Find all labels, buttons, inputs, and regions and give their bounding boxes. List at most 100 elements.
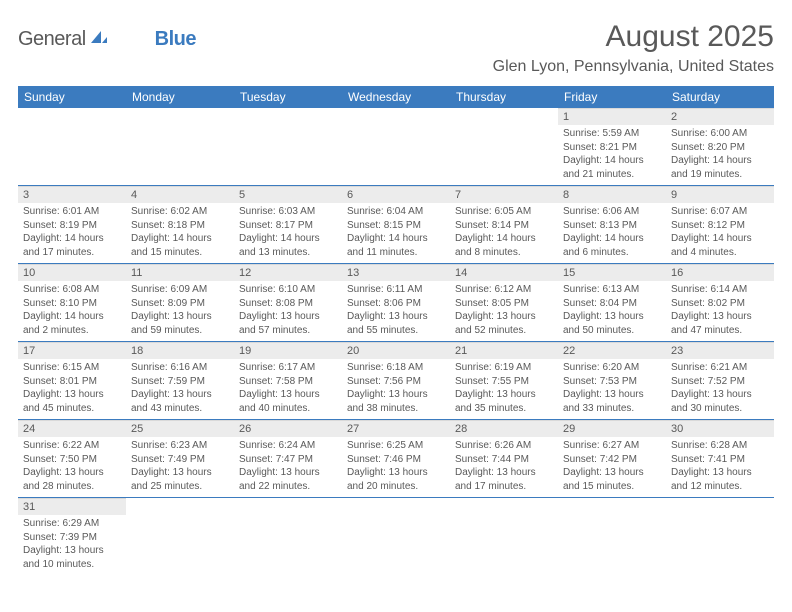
day-info: Sunrise: 6:25 AMSunset: 7:46 PMDaylight:… (342, 437, 450, 497)
day-info: Sunrise: 6:01 AMSunset: 8:19 PMDaylight:… (18, 203, 126, 263)
daylight-text: Daylight: 14 hours and 15 minutes. (131, 232, 229, 259)
sunrise-text: Sunrise: 6:07 AM (671, 205, 769, 219)
daylight-text: Daylight: 13 hours and 10 minutes. (23, 544, 121, 571)
calendar-day-cell (450, 108, 558, 186)
sunset-text: Sunset: 8:08 PM (239, 297, 337, 311)
calendar-day-cell: 23Sunrise: 6:21 AMSunset: 7:52 PMDayligh… (666, 342, 774, 420)
calendar-day-cell: 22Sunrise: 6:20 AMSunset: 7:53 PMDayligh… (558, 342, 666, 420)
sunset-text: Sunset: 8:06 PM (347, 297, 445, 311)
sunrise-text: Sunrise: 6:03 AM (239, 205, 337, 219)
logo: General Blue (18, 20, 196, 51)
calendar-day-cell (126, 108, 234, 186)
sunrise-text: Sunrise: 6:11 AM (347, 283, 445, 297)
sunset-text: Sunset: 7:50 PM (23, 453, 121, 467)
day-info: Sunrise: 6:21 AMSunset: 7:52 PMDaylight:… (666, 359, 774, 419)
sunrise-text: Sunrise: 6:29 AM (23, 517, 121, 531)
day-number: 20 (342, 342, 450, 359)
day-number: 18 (126, 342, 234, 359)
day-info: Sunrise: 6:08 AMSunset: 8:10 PMDaylight:… (18, 281, 126, 341)
day-info: Sunrise: 6:27 AMSunset: 7:42 PMDaylight:… (558, 437, 666, 497)
sunset-text: Sunset: 8:20 PM (671, 141, 769, 155)
day-number: 17 (18, 342, 126, 359)
sunrise-text: Sunrise: 6:20 AM (563, 361, 661, 375)
calendar-day-cell: 9Sunrise: 6:07 AMSunset: 8:12 PMDaylight… (666, 186, 774, 264)
calendar-day-cell: 2Sunrise: 6:00 AMSunset: 8:20 PMDaylight… (666, 108, 774, 186)
sunrise-text: Sunrise: 6:13 AM (563, 283, 661, 297)
calendar-day-cell: 1Sunrise: 5:59 AMSunset: 8:21 PMDaylight… (558, 108, 666, 186)
sunset-text: Sunset: 7:52 PM (671, 375, 769, 389)
daylight-text: Daylight: 13 hours and 12 minutes. (671, 466, 769, 493)
daylight-text: Daylight: 13 hours and 25 minutes. (131, 466, 229, 493)
day-number: 1 (558, 108, 666, 125)
daylight-text: Daylight: 13 hours and 59 minutes. (131, 310, 229, 337)
day-number: 11 (126, 264, 234, 281)
calendar-day-cell: 27Sunrise: 6:25 AMSunset: 7:46 PMDayligh… (342, 420, 450, 498)
sunrise-text: Sunrise: 6:24 AM (239, 439, 337, 453)
calendar-day-cell: 15Sunrise: 6:13 AMSunset: 8:04 PMDayligh… (558, 264, 666, 342)
sunset-text: Sunset: 8:14 PM (455, 219, 553, 233)
calendar-week-row: 24Sunrise: 6:22 AMSunset: 7:50 PMDayligh… (18, 420, 774, 498)
day-header: Wednesday (342, 86, 450, 108)
day-info: Sunrise: 6:13 AMSunset: 8:04 PMDaylight:… (558, 281, 666, 341)
sunset-text: Sunset: 7:42 PM (563, 453, 661, 467)
sunset-text: Sunset: 7:56 PM (347, 375, 445, 389)
day-info: Sunrise: 6:19 AMSunset: 7:55 PMDaylight:… (450, 359, 558, 419)
sunset-text: Sunset: 8:09 PM (131, 297, 229, 311)
day-number: 25 (126, 420, 234, 437)
day-info: Sunrise: 6:04 AMSunset: 8:15 PMDaylight:… (342, 203, 450, 263)
day-info: Sunrise: 6:07 AMSunset: 8:12 PMDaylight:… (666, 203, 774, 263)
daylight-text: Daylight: 13 hours and 35 minutes. (455, 388, 553, 415)
calendar-week-row: 17Sunrise: 6:15 AMSunset: 8:01 PMDayligh… (18, 342, 774, 420)
calendar-day-cell: 12Sunrise: 6:10 AMSunset: 8:08 PMDayligh… (234, 264, 342, 342)
day-number: 22 (558, 342, 666, 359)
calendar-day-cell (234, 498, 342, 576)
calendar-day-cell (18, 108, 126, 186)
calendar-day-cell (666, 498, 774, 576)
calendar-day-cell: 10Sunrise: 6:08 AMSunset: 8:10 PMDayligh… (18, 264, 126, 342)
sunset-text: Sunset: 8:19 PM (23, 219, 121, 233)
day-info: Sunrise: 6:10 AMSunset: 8:08 PMDaylight:… (234, 281, 342, 341)
calendar-day-cell: 26Sunrise: 6:24 AMSunset: 7:47 PMDayligh… (234, 420, 342, 498)
daylight-text: Daylight: 14 hours and 17 minutes. (23, 232, 121, 259)
calendar-day-cell: 30Sunrise: 6:28 AMSunset: 7:41 PMDayligh… (666, 420, 774, 498)
daylight-text: Daylight: 13 hours and 22 minutes. (239, 466, 337, 493)
calendar-day-cell: 14Sunrise: 6:12 AMSunset: 8:05 PMDayligh… (450, 264, 558, 342)
calendar-body: 1Sunrise: 5:59 AMSunset: 8:21 PMDaylight… (18, 108, 774, 575)
sunset-text: Sunset: 7:49 PM (131, 453, 229, 467)
sunrise-text: Sunrise: 6:15 AM (23, 361, 121, 375)
sunrise-text: Sunrise: 6:08 AM (23, 283, 121, 297)
calendar-day-cell: 28Sunrise: 6:26 AMSunset: 7:44 PMDayligh… (450, 420, 558, 498)
day-number: 12 (234, 264, 342, 281)
day-info: Sunrise: 6:23 AMSunset: 7:49 PMDaylight:… (126, 437, 234, 497)
day-info: Sunrise: 6:09 AMSunset: 8:09 PMDaylight:… (126, 281, 234, 341)
calendar-day-cell (342, 498, 450, 576)
calendar-table: Sunday Monday Tuesday Wednesday Thursday… (18, 86, 774, 575)
sunrise-text: Sunrise: 6:04 AM (347, 205, 445, 219)
day-header: Monday (126, 86, 234, 108)
day-number: 21 (450, 342, 558, 359)
day-info: Sunrise: 6:03 AMSunset: 8:17 PMDaylight:… (234, 203, 342, 263)
daylight-text: Daylight: 13 hours and 43 minutes. (131, 388, 229, 415)
day-number: 10 (18, 264, 126, 281)
daylight-text: Daylight: 14 hours and 2 minutes. (23, 310, 121, 337)
sunset-text: Sunset: 8:17 PM (239, 219, 337, 233)
month-title: August 2025 (493, 20, 774, 54)
day-info: Sunrise: 6:17 AMSunset: 7:58 PMDaylight:… (234, 359, 342, 419)
calendar-day-cell: 29Sunrise: 6:27 AMSunset: 7:42 PMDayligh… (558, 420, 666, 498)
calendar-day-cell: 21Sunrise: 6:19 AMSunset: 7:55 PMDayligh… (450, 342, 558, 420)
calendar-day-cell: 18Sunrise: 6:16 AMSunset: 7:59 PMDayligh… (126, 342, 234, 420)
daylight-text: Daylight: 14 hours and 19 minutes. (671, 154, 769, 181)
sunrise-text: Sunrise: 6:14 AM (671, 283, 769, 297)
day-number: 3 (18, 186, 126, 203)
day-number: 2 (666, 108, 774, 125)
sunrise-text: Sunrise: 6:12 AM (455, 283, 553, 297)
sunset-text: Sunset: 8:05 PM (455, 297, 553, 311)
day-info: Sunrise: 6:26 AMSunset: 7:44 PMDaylight:… (450, 437, 558, 497)
day-header: Friday (558, 86, 666, 108)
sunset-text: Sunset: 7:58 PM (239, 375, 337, 389)
logo-text-general: General (18, 28, 86, 51)
logo-sail-icon (89, 29, 109, 50)
calendar-day-cell: 5Sunrise: 6:03 AMSunset: 8:17 PMDaylight… (234, 186, 342, 264)
sunrise-text: Sunrise: 6:21 AM (671, 361, 769, 375)
calendar-day-cell: 24Sunrise: 6:22 AMSunset: 7:50 PMDayligh… (18, 420, 126, 498)
